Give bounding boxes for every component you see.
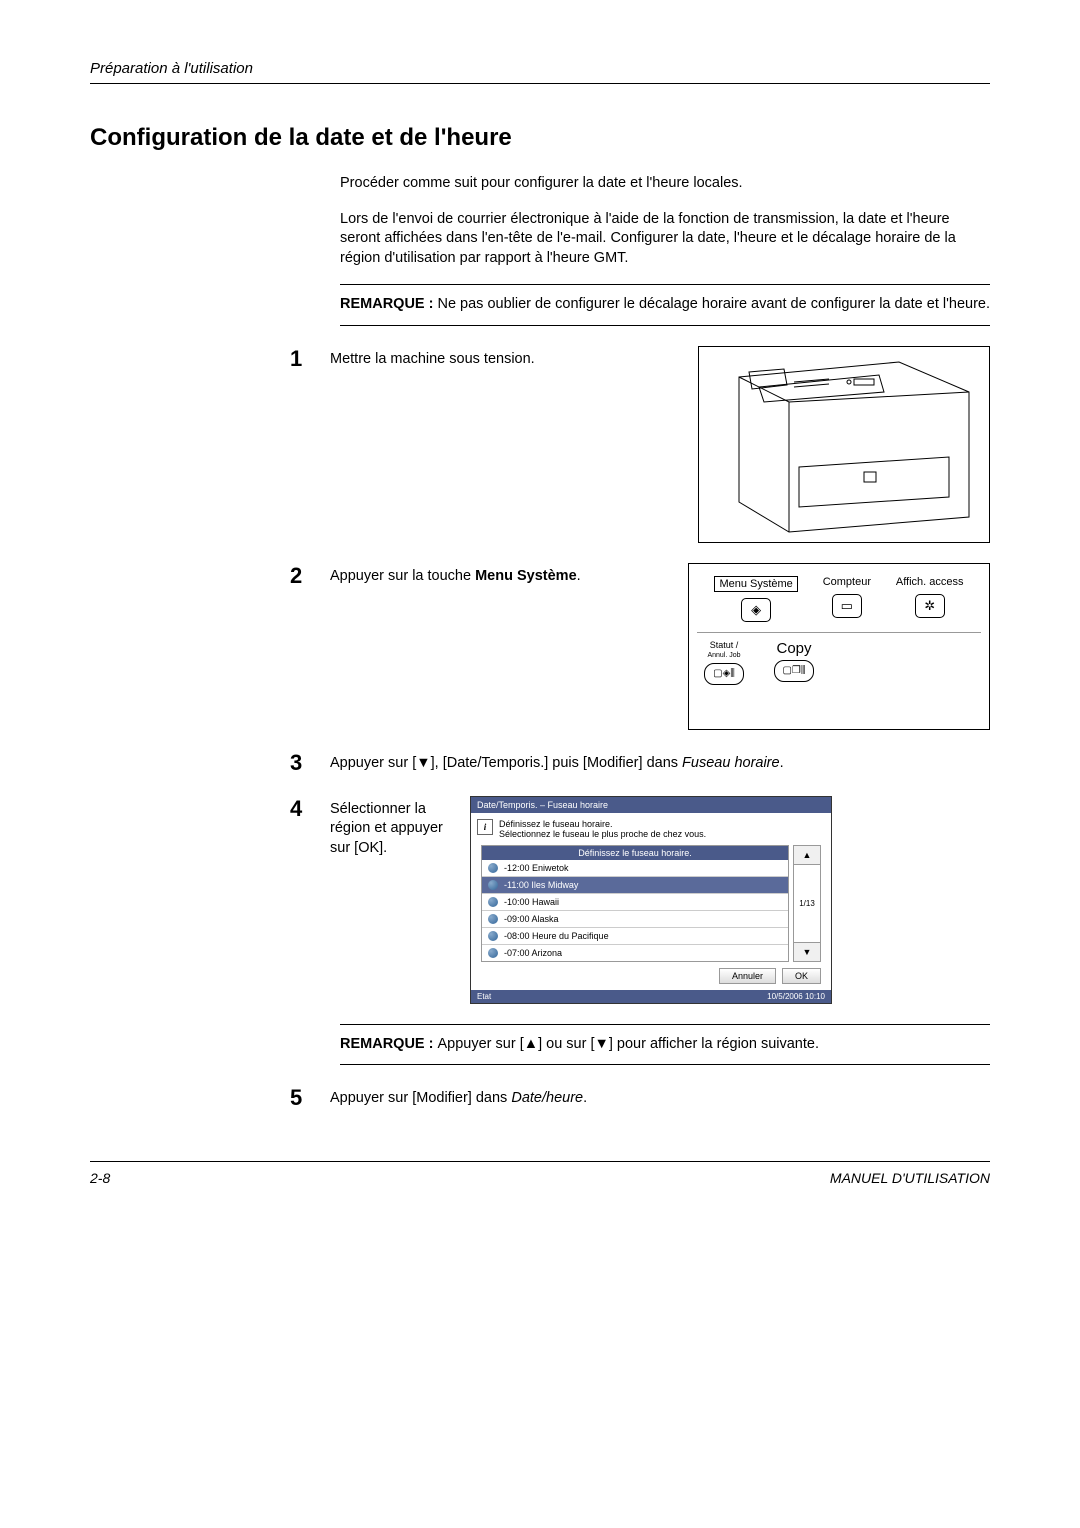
control-panel-illustration: Menu Système ◈ Compteur ▭ Affich. access… (688, 563, 990, 730)
scroll-up-button[interactable]: ▲ (793, 845, 821, 865)
tz-item-5: -07:00 Arizona (504, 948, 562, 958)
step-5-ital: Date/heure (511, 1090, 583, 1106)
step-3-c: . (780, 755, 784, 771)
step-5-b: . (583, 1090, 587, 1106)
page-footer: 2-8 MANUEL D'UTILISATION (90, 1161, 990, 1186)
footer-page-num: 2-8 (90, 1170, 110, 1186)
down-arrow-icon: ▼ (416, 755, 430, 771)
dialog-statusbar: Etat 10/5/2006 10:10 (471, 990, 831, 1003)
dialog-info-2: Sélectionnez le fuseau le plus proche de… (499, 829, 706, 839)
up-arrow-icon: ▲ (524, 1036, 538, 1052)
scroll-down-button[interactable]: ▼ (793, 942, 821, 962)
timezone-list[interactable]: Définissez le fuseau horaire. -12:00 Eni… (481, 845, 789, 962)
page-title: Configuration de la date et de l'heure (90, 124, 990, 152)
tz-item-4: -08:00 Heure du Pacifique (504, 931, 609, 941)
panel-affich: Affich. access ✲ (896, 576, 964, 622)
list-item[interactable]: -11:00 Iles Midway (482, 877, 788, 894)
step-2-num: 2 (290, 563, 330, 589)
globe-icon (488, 914, 498, 924)
list-item[interactable]: -12:00 Eniwetok (482, 860, 788, 877)
panel-statut-label: Statut / (710, 640, 739, 650)
panel-annul-label: Annul. Job (707, 652, 740, 659)
scroll-page-indicator: 1/13 (793, 865, 821, 942)
dialog-title: Date/Temporis. – Fuseau horaire (471, 797, 831, 813)
status-icon: ▢◈⫼ (704, 663, 744, 685)
status-right: 10/5/2006 10:10 (767, 992, 825, 1001)
ok-button[interactable]: OK (782, 968, 821, 984)
panel-menu-systeme: Menu Système ◈ (714, 576, 797, 622)
step-2-text-a: Appuyer sur la touche (330, 568, 475, 584)
diamond-icon: ◈ (741, 598, 771, 622)
panel-affich-label: Affich. access (896, 576, 964, 588)
remarque-1-label: REMARQUE : (340, 296, 437, 312)
cancel-button[interactable]: Annuler (719, 968, 776, 984)
step-5: 5 Appuyer sur [Modifier] dans Date/heure… (290, 1085, 990, 1111)
remarque-1-text: Ne pas oublier de configurer le décalage… (437, 296, 990, 312)
intro-para-2: Lors de l'envoi de courrier électronique… (340, 210, 990, 269)
step-4-num: 4 (290, 796, 330, 822)
tz-item-1: -11:00 Iles Midway (504, 880, 578, 890)
step-3: 3 Appuyer sur [▼], [Date/Temporis.] puis… (290, 750, 990, 776)
r4-b: ] ou sur [ (538, 1036, 594, 1052)
remarque-4: REMARQUE : Appuyer sur [▲] ou sur [▼] po… (340, 1024, 990, 1066)
timezone-dialog: Date/Temporis. – Fuseau horaire i Défini… (470, 796, 832, 1004)
step-3-a: Appuyer sur [ (330, 755, 416, 771)
remarque-4-label: REMARQUE : (340, 1036, 437, 1052)
list-item[interactable]: -09:00 Alaska (482, 911, 788, 928)
panel-copy: Copy ▢❐⫼ (774, 641, 814, 685)
step-3-text: Appuyer sur [▼], [Date/Temporis.] puis [… (330, 750, 990, 774)
copy-icon: ▢❐⫼ (774, 660, 814, 682)
status-left: Etat (477, 992, 491, 1001)
step-5-a: Appuyer sur [Modifier] dans (330, 1090, 511, 1106)
dialog-info-1: Définissez le fuseau horaire. (499, 819, 706, 829)
step-2-text-b: Menu Système (475, 568, 577, 584)
globe-icon (488, 897, 498, 907)
down-arrow-icon: ▼ (595, 1036, 609, 1052)
info-icon: i (477, 819, 493, 835)
step-5-num: 5 (290, 1085, 330, 1111)
list-item[interactable]: -10:00 Hawaii (482, 894, 788, 911)
counter-icon: ▭ (832, 594, 862, 618)
step-5-text: Appuyer sur [Modifier] dans Date/heure. (330, 1085, 990, 1109)
list-item[interactable]: -07:00 Arizona (482, 945, 788, 961)
remarque-1: REMARQUE : Ne pas oublier de configurer … (340, 284, 990, 326)
globe-icon (488, 880, 498, 890)
step-4-text: Sélectionner la région et appuyer sur [O… (330, 796, 460, 859)
globe-icon (488, 948, 498, 958)
panel-copy-label: Copy (776, 641, 811, 656)
list-item[interactable]: -08:00 Heure du Pacifique (482, 928, 788, 945)
panel-statut: Statut / Annul. Job ▢◈⫼ (704, 641, 744, 685)
scrollbar[interactable]: ▲ 1/13 ▼ (793, 845, 821, 962)
accessibility-icon: ✲ (915, 594, 945, 618)
list-header: Définissez le fuseau horaire. (482, 846, 788, 860)
panel-compteur: Compteur ▭ (823, 576, 871, 622)
r4-c: ] pour afficher la région suivante. (609, 1036, 819, 1052)
step-1-text: Mettre la machine sous tension. (330, 346, 688, 370)
tz-item-2: -10:00 Hawaii (504, 897, 559, 907)
panel-menu-systeme-label: Menu Système (714, 576, 797, 592)
step-4: 4 Sélectionner la région et appuyer sur … (290, 796, 990, 1004)
step-3-ital: Fuseau horaire (682, 755, 780, 771)
globe-icon (488, 863, 498, 873)
step-3-b: ], [Date/Temporis.] puis [Modifier] dans (431, 755, 682, 771)
section-header: Préparation à l'utilisation (90, 60, 990, 84)
step-2-text-c: . (577, 568, 581, 584)
panel-compteur-label: Compteur (823, 576, 871, 588)
step-1: 1 Mettre la machine sous tension. (290, 346, 990, 543)
r4-a: Appuyer sur [ (437, 1036, 523, 1052)
step-1-num: 1 (290, 346, 330, 372)
tz-item-0: -12:00 Eniwetok (504, 863, 569, 873)
step-3-num: 3 (290, 750, 330, 776)
footer-title: MANUEL D'UTILISATION (830, 1170, 990, 1186)
globe-icon (488, 931, 498, 941)
tz-item-3: -09:00 Alaska (504, 914, 559, 924)
intro-para-1: Procéder comme suit pour configurer la d… (340, 174, 990, 194)
printer-illustration (698, 346, 990, 543)
step-2: 2 Appuyer sur la touche Menu Système. Me… (290, 563, 990, 730)
step-2-text: Appuyer sur la touche Menu Système. (330, 563, 678, 587)
